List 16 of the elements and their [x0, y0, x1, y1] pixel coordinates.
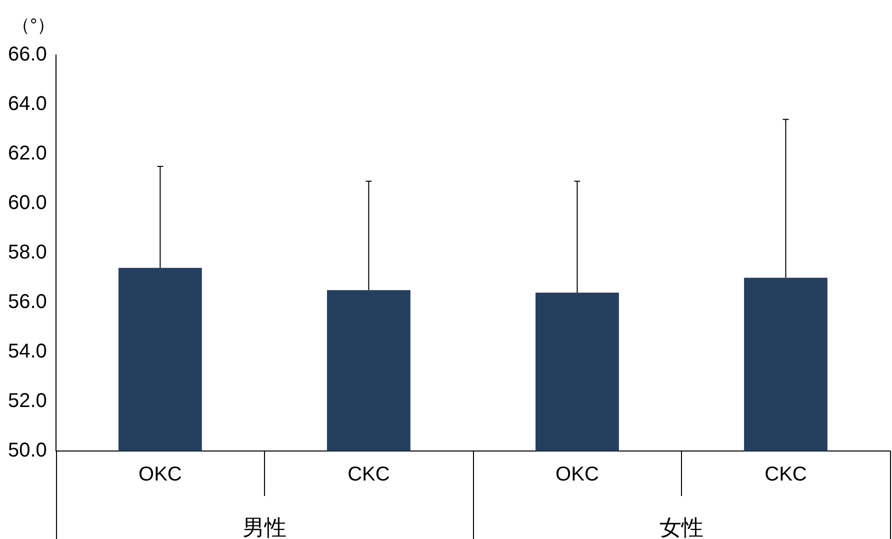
y-tick-label: 60.0 — [8, 192, 47, 214]
y-tick-label: 58.0 — [8, 242, 47, 264]
x-tick-label: OKC — [138, 464, 182, 486]
y-axis-title: （°） — [12, 14, 56, 35]
y-tick-label: 62.0 — [8, 142, 47, 165]
x-tick-label: CKC — [348, 464, 390, 486]
y-tick-label: 54.0 — [8, 340, 47, 363]
x-tick-label: CKC — [764, 464, 807, 486]
y-tick-label: 64.0 — [8, 93, 47, 116]
y-tick-label: 52.0 — [8, 390, 47, 412]
text: 女性 — [659, 515, 704, 539]
y-tick-label: 50.0 — [8, 440, 47, 462]
text: 男性 — [242, 515, 286, 539]
y-tick-label: 66.0 — [8, 44, 47, 66]
x-tick-label: OKC — [556, 464, 599, 486]
y-tick-label: 56.0 — [8, 291, 47, 314]
